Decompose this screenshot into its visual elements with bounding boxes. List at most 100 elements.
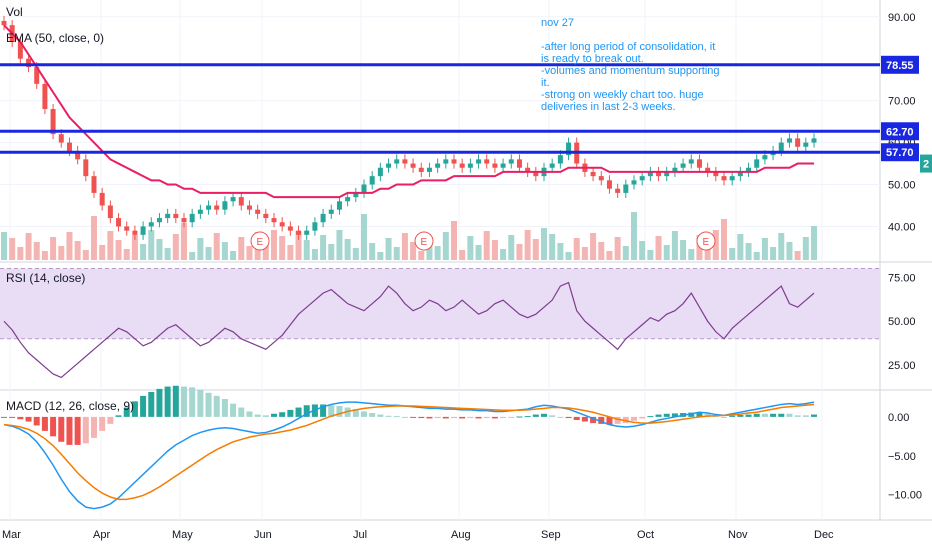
volume-bar <box>25 233 32 260</box>
volume-bar <box>1 232 7 260</box>
volume-bar <box>181 223 187 260</box>
volume-bar <box>336 230 343 260</box>
macd-histogram-bar <box>82 416 89 444</box>
candle-body <box>304 230 310 235</box>
macd-histogram-bar <box>393 416 400 418</box>
volume-bar <box>647 250 654 260</box>
volume-bar <box>213 233 220 260</box>
volume-bar <box>500 249 507 260</box>
price-tick-label: 40.00 <box>888 221 916 233</box>
candle-body <box>598 176 604 181</box>
macd-histogram-bar <box>622 416 629 424</box>
volume-bar <box>622 246 629 260</box>
macd-histogram-bar <box>385 415 392 417</box>
x-tick-label: Jul <box>353 529 367 541</box>
candle-body <box>459 163 465 168</box>
macd-histogram-bar <box>189 387 196 417</box>
volume-bar <box>50 237 57 260</box>
annotation-line: -strong on weekly chart too. huge <box>541 89 704 101</box>
macd-histogram-bar <box>459 416 466 419</box>
x-tick-label: Jun <box>254 529 272 541</box>
candle-body <box>656 171 662 177</box>
volume-bar <box>172 234 179 260</box>
candle-body <box>255 209 261 214</box>
candle-body <box>165 213 171 219</box>
candle-body <box>746 167 752 172</box>
candle-body <box>17 41 23 59</box>
volume-bar <box>91 216 97 260</box>
macd-histogram-bar <box>140 395 147 417</box>
volume-bar <box>328 244 335 260</box>
volume-bar <box>467 236 474 260</box>
candle-body <box>754 159 760 168</box>
candle-body <box>631 180 637 185</box>
candle-body <box>99 192 105 206</box>
volume-bar <box>549 234 556 260</box>
candle-body <box>443 159 449 164</box>
candle-body <box>516 159 522 168</box>
macd-histogram-bar <box>500 416 507 419</box>
candle-body <box>418 167 424 172</box>
ema-label: EMA (50, close, 0) <box>6 31 104 45</box>
volume-bar <box>164 248 171 260</box>
rsi-tick-label: 75.00 <box>888 272 916 284</box>
volume-bar <box>279 236 286 260</box>
candle-body <box>124 226 130 231</box>
annotation-line: nov 27 <box>541 17 574 29</box>
candle-body <box>91 176 97 193</box>
macd-histogram-bar <box>197 389 204 417</box>
annotation-line: deliveries in last 2-3 weeks. <box>541 101 676 113</box>
macd-histogram-bar <box>696 412 703 417</box>
macd-histogram-bar <box>655 414 662 417</box>
candle-body <box>369 176 375 185</box>
earnings-marker-label: E <box>421 237 428 248</box>
rsi-tick-label: 50.00 <box>888 316 916 328</box>
macd-histogram-bar <box>131 401 138 417</box>
macd-histogram-bar <box>25 416 32 422</box>
candle-body <box>623 184 629 193</box>
level-badge-label: 62.70 <box>886 126 914 138</box>
volume-bar <box>230 251 237 260</box>
x-tick-label: Aug <box>451 529 471 541</box>
volume-bar <box>303 240 310 260</box>
candle-body <box>394 159 400 164</box>
volume-bar <box>344 239 351 260</box>
volume-bar <box>475 245 482 260</box>
volume-bar <box>483 231 490 260</box>
macd-histogram-bar <box>442 416 449 419</box>
candle-body <box>238 197 244 206</box>
volume-bar <box>631 212 637 260</box>
candle-body <box>680 163 686 168</box>
volume-bar <box>197 238 204 260</box>
candle-body <box>525 167 531 172</box>
macd-histogram-bar <box>352 409 359 417</box>
signal-line <box>3 403 815 501</box>
candle-body <box>484 159 490 164</box>
price-tick-label: 70.00 <box>888 96 916 108</box>
candle-body <box>402 159 408 164</box>
candle-body <box>66 142 72 151</box>
candle-body <box>672 167 678 172</box>
candle-body <box>148 222 154 227</box>
volume-bar <box>778 233 785 260</box>
candle-body <box>230 197 236 202</box>
candle-body <box>476 159 482 164</box>
level-badge-label: 57.70 <box>886 147 914 159</box>
volume-bar <box>745 243 752 260</box>
macd-histogram-bar <box>745 414 752 417</box>
candle-body <box>647 171 653 177</box>
candle-body <box>566 142 572 156</box>
macd-histogram-bar <box>704 413 711 417</box>
macd-histogram-bar <box>115 415 122 417</box>
macd-histogram-bar <box>491 416 498 419</box>
candle-body <box>312 222 318 231</box>
macd-histogram-bar <box>410 416 417 418</box>
ema-line <box>3 24 814 199</box>
candle-body <box>353 192 359 198</box>
macd-tick-label: −5.00 <box>888 451 916 463</box>
macd-histogram-bar <box>467 416 474 419</box>
volume-bar <box>688 249 695 260</box>
macd-histogram-bar <box>631 416 637 421</box>
candle-body <box>189 213 195 223</box>
volume-bar <box>704 244 711 260</box>
